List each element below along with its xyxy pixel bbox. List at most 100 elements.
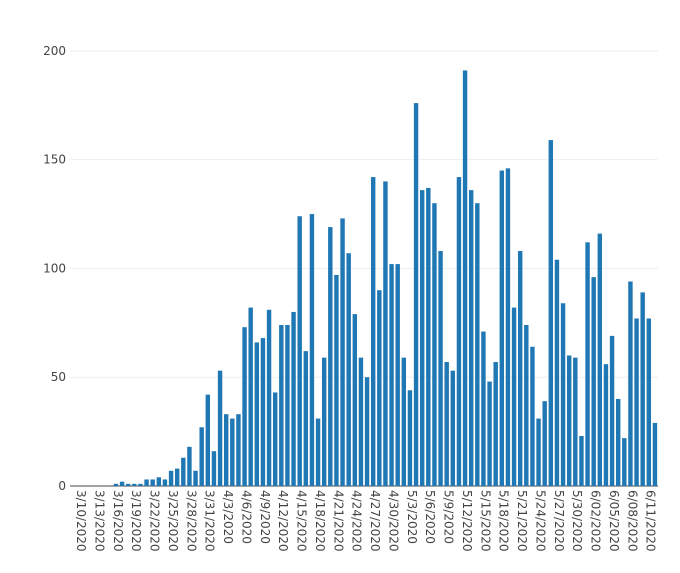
- bar[interactable]: [609, 335, 615, 486]
- bar[interactable]: [156, 477, 162, 486]
- bar[interactable]: [144, 479, 149, 486]
- bar[interactable]: [438, 251, 443, 486]
- bar[interactable]: [260, 338, 266, 486]
- bar[interactable]: [254, 342, 260, 486]
- bar[interactable]: [499, 170, 505, 486]
- bar[interactable]: [456, 177, 462, 486]
- y-axis-tick-labels: 0 50 100 150 200: [43, 44, 66, 493]
- bar[interactable]: [279, 325, 284, 486]
- bar[interactable]: [285, 325, 290, 486]
- x-tick-label: 3/22/2020: [148, 490, 162, 552]
- bar[interactable]: [119, 481, 125, 486]
- bar[interactable]: [217, 370, 223, 486]
- bar[interactable]: [242, 327, 247, 486]
- bar[interactable]: [646, 318, 652, 486]
- bar[interactable]: [579, 435, 584, 486]
- bar[interactable]: [554, 259, 560, 486]
- bar[interactable]: [548, 140, 554, 486]
- bar[interactable]: [370, 177, 376, 486]
- bar[interactable]: [450, 370, 456, 486]
- bar[interactable]: [591, 277, 596, 486]
- bar[interactable]: [236, 414, 241, 486]
- bar[interactable]: [377, 290, 382, 486]
- x-tick-label: 4/9/2020: [258, 490, 272, 544]
- bar[interactable]: [291, 311, 296, 486]
- bar[interactable]: [560, 303, 566, 486]
- bar[interactable]: [230, 418, 235, 486]
- bar[interactable]: [511, 307, 517, 486]
- bar[interactable]: [138, 483, 143, 486]
- bar[interactable]: [358, 357, 364, 486]
- bar[interactable]: [395, 264, 400, 486]
- bar[interactable]: [401, 357, 407, 486]
- bar[interactable]: [493, 361, 498, 486]
- bar[interactable]: [193, 470, 198, 486]
- bar[interactable]: [199, 427, 204, 486]
- bar[interactable]: [432, 203, 437, 487]
- bar[interactable]: [334, 274, 339, 486]
- bar[interactable]: [536, 418, 541, 486]
- bar[interactable]: [181, 457, 186, 486]
- bar[interactable]: [364, 377, 370, 486]
- bar[interactable]: [462, 70, 468, 487]
- bar[interactable]: [248, 307, 253, 486]
- bar[interactable]: [475, 203, 480, 487]
- bar[interactable]: [113, 483, 119, 486]
- bar[interactable]: [573, 357, 578, 486]
- bar[interactable]: [309, 214, 315, 487]
- bar[interactable]: [419, 190, 425, 487]
- y-tick-label: 100: [43, 261, 66, 275]
- bar[interactable]: [524, 325, 529, 486]
- bar[interactable]: [628, 281, 633, 486]
- bar[interactable]: [340, 218, 345, 486]
- bar[interactable]: [125, 483, 131, 486]
- bar[interactable]: [640, 292, 645, 486]
- bar[interactable]: [315, 418, 321, 486]
- bar[interactable]: [517, 251, 523, 486]
- bar[interactable]: [542, 401, 547, 486]
- bar[interactable]: [223, 414, 229, 486]
- bar[interactable]: [168, 470, 174, 486]
- x-tick-label: 4/24/2020: [350, 490, 364, 552]
- x-tick-label: 5/15/2020: [478, 490, 492, 552]
- bar[interactable]: [266, 309, 272, 486]
- bar[interactable]: [505, 168, 511, 487]
- bar[interactable]: [426, 187, 431, 486]
- y-tick-label: 0: [58, 479, 66, 493]
- bar[interactable]: [328, 227, 333, 487]
- bar[interactable]: [205, 394, 211, 486]
- bar[interactable]: [603, 364, 609, 486]
- bar[interactable]: [407, 390, 413, 486]
- bar[interactable]: [389, 264, 394, 486]
- bar[interactable]: [622, 438, 627, 486]
- x-axis-tick-labels: 3/10/2020 3/13/2020 3/16/2020 3/19/2020 3/22…: [74, 490, 658, 552]
- bar[interactable]: [444, 361, 449, 486]
- bar[interactable]: [634, 318, 639, 486]
- bar[interactable]: [150, 479, 155, 486]
- bar[interactable]: [174, 468, 180, 486]
- bar[interactable]: [383, 181, 388, 487]
- bar[interactable]: [297, 216, 302, 486]
- bar[interactable]: [211, 451, 217, 486]
- bar[interactable]: [321, 357, 327, 486]
- bar[interactable]: [187, 446, 192, 486]
- bar[interactable]: [468, 190, 474, 487]
- bar[interactable]: [585, 242, 590, 486]
- bar[interactable]: [303, 351, 309, 486]
- bar[interactable]: [413, 103, 419, 486]
- bar[interactable]: [652, 422, 658, 486]
- bar[interactable]: [346, 253, 351, 486]
- bar[interactable]: [615, 398, 621, 486]
- x-tick-label: 4/6/2020: [239, 490, 253, 544]
- bar[interactable]: [597, 233, 603, 486]
- bar[interactable]: [162, 479, 168, 486]
- bar[interactable]: [481, 331, 486, 486]
- bar[interactable]: [566, 355, 572, 486]
- bar[interactable]: [530, 346, 535, 486]
- bar[interactable]: [272, 392, 278, 486]
- bar[interactable]: [132, 483, 137, 486]
- bar[interactable]: [487, 381, 492, 486]
- bar[interactable]: [352, 314, 358, 486]
- x-tick-label: 5/6/2020: [423, 490, 437, 544]
